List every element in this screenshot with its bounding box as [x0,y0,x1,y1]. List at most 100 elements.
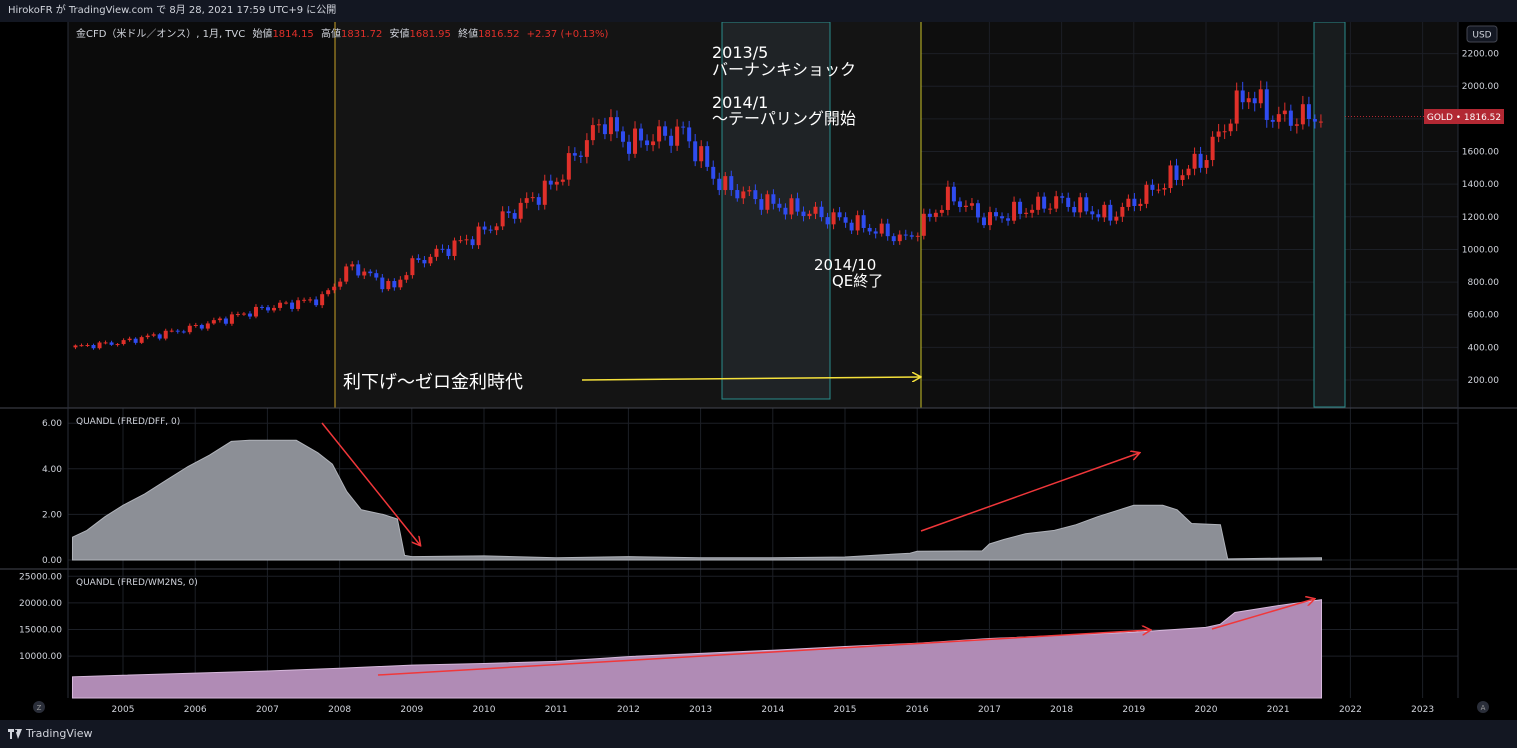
candle-body [711,166,716,179]
candle-body [302,299,307,301]
candle-body [452,240,457,256]
publish-info: HirokoFR が TradingView.com で 8月 28, 2021… [8,5,337,16]
rate-cut-arrow[interactable] [321,422,420,545]
candle-body [741,191,746,199]
m2-growth-arrow[interactable] [377,630,1150,676]
annotation-taper-shock[interactable]: バーナンキショック [712,60,856,79]
price-legend-name: 金CFD（米ドル／オンス）, 1月, TVC [76,27,245,40]
candle-body [903,234,908,236]
tradingview-brand[interactable]: TradingView [26,727,93,740]
candle-body [1096,214,1101,218]
candle-body [1210,136,1215,161]
candle-body [578,155,583,157]
auto-scale-button[interactable] [1477,701,1489,713]
candle-body [789,198,794,215]
candle-body [416,258,421,261]
currency-button[interactable] [1466,25,1498,43]
candle-body [524,198,529,203]
candle-body [747,190,752,192]
candle-body [945,186,950,210]
chart-canvas[interactable]: 2005 2006 2007 2008 2009 2010 2011 2012 2013 2014… [0,22,1517,720]
candle-body [560,179,565,182]
candle-body [765,194,770,210]
candle-body [1108,204,1113,221]
candle-body [1294,124,1299,126]
price-legend[interactable]: 金CFD（米ドル／オンス）, 1月, TVC 始値1814.15 高値1831.… [76,27,608,40]
candle-body [753,190,758,200]
m2-surge-arrow[interactable] [1211,599,1314,630]
annotation-qe-end[interactable]: QE終了 [832,272,883,290]
annotation-taper-shock-date[interactable]: 2013/5 [712,43,768,62]
candle-body [488,229,493,231]
candle-body [284,302,289,304]
x-tick-2023: 2023 [1411,705,1434,715]
log-scale-button[interactable] [33,701,45,713]
candle-body [344,266,349,282]
x-tick-2018: 2018 [1050,705,1073,715]
candle-body [458,240,463,242]
candle-body [723,176,728,191]
candle-body [1120,206,1125,217]
m2-tick-20000.00: 20000.00 [19,599,62,609]
candle-body [494,226,499,231]
candle-body [392,281,397,288]
candle-body [1204,160,1209,168]
close-label: 終値 [458,27,478,40]
publish-header: HirokoFR が TradingView.com で 8月 28, 2021… [0,0,1517,22]
candle-body [669,135,674,146]
candle-body [109,342,114,345]
candle-body [259,306,264,308]
candle-body [909,235,914,237]
candle-body [897,234,902,242]
rate-hike-arrow[interactable] [920,453,1139,532]
candle-body [861,215,866,228]
candle-body [1084,197,1089,212]
candle-body [1072,206,1077,213]
candle-body [530,197,535,199]
tradingview-logo-icon [8,729,22,739]
candle-body [103,342,108,344]
last-price-tag [1424,109,1504,124]
candle-body [843,217,848,223]
candle-body [241,313,246,315]
candle-body [590,125,595,141]
candle-body [1258,89,1263,104]
dff-tick-4.00: 4.00 [42,465,62,475]
candle-body [1222,131,1227,133]
candle-body [85,345,90,347]
x-tick-2021: 2021 [1267,705,1290,715]
x-tick-2010: 2010 [473,705,496,715]
candle-body [921,213,926,236]
annotation-zero-rate-era[interactable]: 利下げ〜ゼロ金利時代 [343,372,523,393]
candle-body [885,223,890,237]
x-tick-2006: 2006 [184,705,207,715]
candle-body [981,217,986,226]
candle-body [332,286,337,291]
candle-body [783,207,788,215]
x-tick-2020: 2020 [1195,705,1218,715]
dff-legend[interactable]: QUANDL (FRED/DFF, 0) [76,417,180,427]
dff-tick-6.00: 6.00 [42,419,62,429]
annotation-tapering-date[interactable]: 2014/1 [712,93,768,112]
candle-body [1168,165,1173,189]
m2-tick-10000.00: 10000.00 [19,652,62,662]
candle-body [266,307,271,311]
candle-body [127,338,132,341]
candle-body [1318,121,1323,123]
price-tick-1000.00: 1000.00 [1462,245,1499,255]
candle-body [584,140,589,157]
candle-body [1000,216,1005,219]
annotation-tapering[interactable]: 〜テーパリング開始 [712,109,856,128]
candle-body [554,181,559,185]
candle-body [873,231,878,234]
candle-body [1036,196,1041,210]
annotation-qe-end-date[interactable]: 2014/10 [814,256,876,274]
candle-body [548,180,553,185]
price-tick-1200.00: 1200.00 [1462,213,1499,223]
candle-body [1090,211,1095,215]
candle-body [97,342,102,349]
era-arrow[interactable] [581,377,920,380]
open-value: 1814.15 [272,29,313,40]
candle-body [205,323,210,329]
m2-legend[interactable]: QUANDL (FRED/WM2NS, 0) [76,578,198,588]
